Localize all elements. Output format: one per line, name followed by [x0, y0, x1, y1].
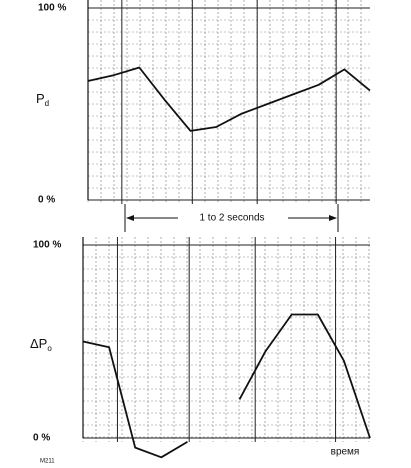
line [87, 66, 371, 132]
y-axis-label: ΔPo [30, 336, 52, 353]
annotation: 1 to 2 seconds [199, 213, 264, 224]
y-tick-label: 100 % [33, 240, 61, 251]
y-tick-label: 100 % [38, 3, 66, 14]
footnote: M211 [40, 459, 55, 465]
x-axis-label: время [331, 447, 360, 458]
y-axis-label-sub: o [47, 344, 52, 353]
y-axis-label-main: ΔP [30, 336, 47, 351]
line [82, 313, 371, 459]
y-tick-label: 0 % [33, 433, 50, 444]
y-axis-label: Pd [36, 91, 49, 108]
y-axis-label-main: P [36, 91, 45, 106]
y-axis-label-sub: d [45, 99, 49, 108]
y-tick-label: 0 % [38, 195, 55, 206]
